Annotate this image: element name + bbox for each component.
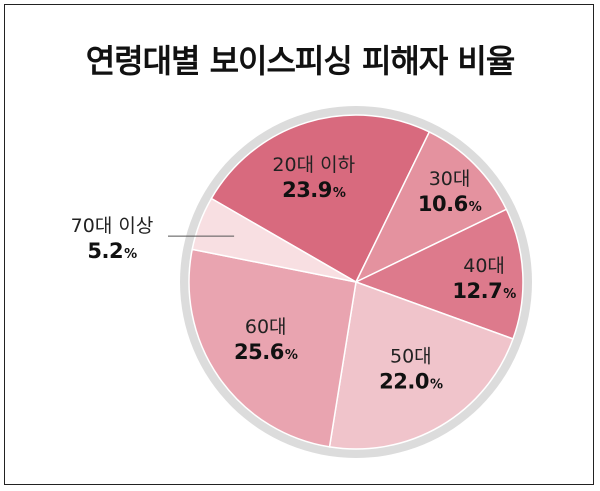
- slice-label-2: 40대: [463, 255, 505, 277]
- slice-label-0: 20대 이하: [272, 154, 355, 176]
- slice-label-1: 30대: [429, 168, 471, 190]
- slice-unit-1: %: [469, 200, 482, 215]
- chart-title: 연령대별 보이스피싱 피해자 비율: [85, 42, 516, 80]
- slice-value-5: 5.2%: [87, 239, 137, 263]
- slice-unit-2: %: [503, 287, 516, 302]
- slice-label-4: 60대: [245, 316, 287, 338]
- slice-label-3: 50대: [390, 345, 432, 367]
- pie-slice-0: [210, 114, 431, 284]
- slice-unit-3: %: [430, 377, 443, 392]
- pie-slice-5: [191, 197, 357, 283]
- pie-slice-3: [328, 280, 514, 450]
- slice-unit-5: %: [124, 247, 137, 262]
- slice-unit-4: %: [285, 348, 298, 363]
- pie-slice-2: [354, 208, 524, 340]
- pie-slice-1: [354, 130, 508, 284]
- slice-unit-0: %: [333, 186, 346, 201]
- slice-label-5: 70대 이상: [71, 215, 154, 237]
- pie-slice-4: [188, 248, 357, 448]
